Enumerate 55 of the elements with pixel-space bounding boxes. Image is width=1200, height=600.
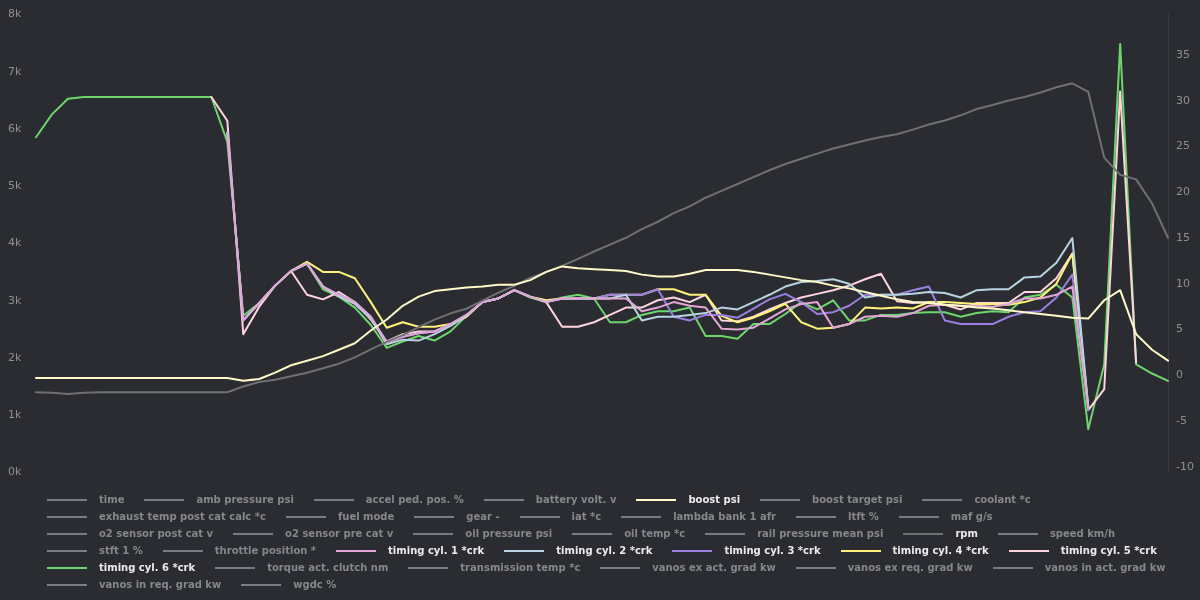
legend-label: vanos in req. grad kw [99,579,222,590]
y2-tick-label: 0 [1176,368,1183,382]
legend-label: oil pressure psi [465,528,553,539]
y2-tick-label: -10 [1176,459,1194,473]
legend-label: speed km/h [1049,528,1116,539]
legend-label: rpm [955,528,978,539]
legend-label: timing cyl. 2 *crk [556,545,653,556]
y-tick-label: 5k [8,179,22,193]
legend-label: transmission temp *c [460,562,581,573]
y-tick-label: 0k [8,465,22,479]
legend-label: battery volt. v [535,494,617,505]
legend-label: vanos in act. grad kw [1044,562,1166,573]
legend-label: timing cyl. 6 *crk [99,562,196,573]
legend-label: gear - [466,511,500,522]
y2-tick-label: 30 [1176,93,1190,107]
legend-label: boost psi [688,494,741,505]
legend-label: accel ped. pos. % [365,494,464,505]
legend-label: boost target psi [812,494,903,505]
legend-label: throttle position * [214,545,317,556]
y-tick-label: 2k [8,350,22,364]
y-tick-label: 8k [8,7,22,21]
y2-tick-label: 5 [1176,322,1183,336]
legend-label: stft 1 % [99,545,143,556]
y2-tick-label: -5 [1176,413,1187,427]
legend-label: timing cyl. 1 *crk [388,545,485,556]
y-tick-label: 4k [8,236,22,250]
legend-label: oil temp *c [624,528,686,539]
legend-label: o2 sensor pre cat v [285,528,394,539]
y2-tick-label: 35 [1176,47,1190,61]
legend-label: iat *c [571,511,602,522]
legend-label: coolant *c [974,494,1031,505]
legend-label: amb pressure psi [196,494,294,505]
y2-tick-label: 25 [1176,139,1190,153]
legend-label: timing cyl. 5 *crk [1060,545,1157,556]
y-tick-label: 3k [8,293,22,307]
legend-label: vanos ex act. grad kw [652,562,776,573]
y2-tick-label: 20 [1176,185,1190,199]
legend-label: timing cyl. 3 *crk [724,545,821,556]
legend-label: ltft % [847,511,879,522]
legend-label: maf g/s [950,511,993,522]
legend-label: rail pressure mean psi [757,528,884,539]
legend-label: fuel mode [337,511,395,522]
legend-label: lambda bank 1 afr [673,511,776,522]
legend-label: o2 sensor post cat v [99,528,214,539]
legend-label: vanos ex req. grad kw [847,562,973,573]
y2-tick-label: 10 [1176,276,1190,290]
legend-label: wgdc % [293,579,337,590]
y2-tick-label: 15 [1176,230,1190,244]
y-tick-label: 6k [8,121,22,135]
legend-label: exhaust temp post cat calc *c [99,511,266,522]
legend-label: timing cyl. 4 *crk [892,545,989,556]
legend-label: torque act. clutch nm [267,562,389,573]
legend-label: time [99,494,125,505]
y-tick-label: 7k [8,64,22,78]
y-tick-label: 1k [8,408,22,422]
